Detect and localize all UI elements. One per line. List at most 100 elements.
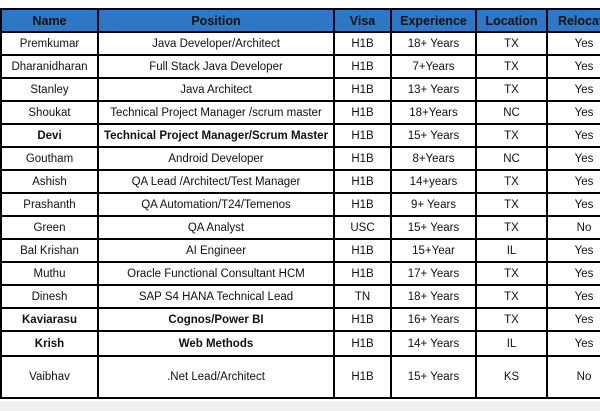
cell-position: QA Automation/T24/Temenos <box>97 192 335 217</box>
cell-visa: TN <box>333 284 392 309</box>
table-row: Shoukat Technical Project Manager /scrum… <box>0 100 600 125</box>
cell-position: Android Developer <box>97 146 335 171</box>
cell-position: .Net Lead/Architect <box>97 355 335 399</box>
cell-location: TX <box>475 215 548 240</box>
cell-relocate: No <box>546 355 600 399</box>
cell-position: Technical Project Manager/Scrum Master <box>97 123 335 148</box>
cell-experience: 14+years <box>390 169 477 194</box>
cell-position: Cognos/Power BI <box>97 307 335 332</box>
cell-name: Green <box>0 215 99 240</box>
cell-experience: 16+ Years <box>390 307 477 332</box>
cell-relocate: Yes <box>546 261 600 286</box>
cell-location: NC <box>475 146 548 171</box>
cell-relocate: Yes <box>546 146 600 171</box>
cell-relocate: Yes <box>546 54 600 79</box>
table-row: Krish Web Methods H1B 14+ Years IL Yes <box>0 330 600 357</box>
table-row: Devi Technical Project Manager/Scrum Mas… <box>0 123 600 148</box>
cell-experience: 15+ Years <box>390 355 477 399</box>
cell-position: SAP S4 HANA Technical Lead <box>97 284 335 309</box>
cell-visa: H1B <box>333 307 392 332</box>
cell-visa: H1B <box>333 146 392 171</box>
cell-location: NC <box>475 100 548 125</box>
cell-name: Prashanth <box>0 192 99 217</box>
cell-position: Java Developer/Architect <box>97 31 335 56</box>
candidates-table: Name Position Visa Experience Location R… <box>0 8 600 399</box>
table-row: Bal Krishan AI Engineer H1B 15+Year IL Y… <box>0 238 600 263</box>
cell-relocate: Yes <box>546 31 600 56</box>
cell-experience: 15+Year <box>390 238 477 263</box>
cell-experience: 18+Years <box>390 100 477 125</box>
cell-relocate: Yes <box>546 330 600 357</box>
cell-visa: H1B <box>333 330 392 357</box>
table-row: Goutham Android Developer H1B 8+Years NC… <box>0 146 600 171</box>
cell-name: Kaviarasu <box>0 307 99 332</box>
cell-location: IL <box>475 330 548 357</box>
cell-relocate: Yes <box>546 284 600 309</box>
cell-experience: 18+ Years <box>390 31 477 56</box>
cell-relocate: Yes <box>546 169 600 194</box>
cell-name: Shoukat <box>0 100 99 125</box>
table-row: Vaibhav .Net Lead/Architect H1B 15+ Year… <box>0 355 600 399</box>
cell-visa: H1B <box>333 261 392 286</box>
cell-location: TX <box>475 192 548 217</box>
table-row: Prashanth QA Automation/T24/Temenos H1B … <box>0 192 600 217</box>
cell-visa: USC <box>333 215 392 240</box>
cell-location: IL <box>475 238 548 263</box>
cell-experience: 14+ Years <box>390 330 477 357</box>
cell-experience: 18+ Years <box>390 284 477 309</box>
cell-position: Java Architect <box>97 77 335 102</box>
cell-visa: H1B <box>333 238 392 263</box>
column-header-visa: Visa <box>333 8 392 33</box>
cell-name: Vaibhav <box>0 355 99 399</box>
footer-strip <box>0 401 600 411</box>
column-header-position: Position <box>97 8 335 33</box>
cell-relocate: Yes <box>546 238 600 263</box>
cell-name: Devi <box>0 123 99 148</box>
cell-location: TX <box>475 54 548 79</box>
cell-visa: H1B <box>333 31 392 56</box>
cell-experience: 9+ Years <box>390 192 477 217</box>
table-row: Dinesh SAP S4 HANA Technical Lead TN 18+… <box>0 284 600 309</box>
table-row: Stanley Java Architect H1B 13+ Years TX … <box>0 77 600 102</box>
cell-experience: 8+Years <box>390 146 477 171</box>
cell-location: TX <box>475 31 548 56</box>
table-row: Ashish QA Lead /Architect/Test Manager H… <box>0 169 600 194</box>
cell-position: Technical Project Manager /scrum master <box>97 100 335 125</box>
column-header-name: Name <box>0 8 99 33</box>
cell-visa: H1B <box>333 169 392 194</box>
cell-name: Muthu <box>0 261 99 286</box>
cell-location: KS <box>475 355 548 399</box>
cell-position: QA Analyst <box>97 215 335 240</box>
table-row: Kaviarasu Cognos/Power BI H1B 16+ Years … <box>0 307 600 332</box>
table-row: Green QA Analyst USC 15+ Years TX No <box>0 215 600 240</box>
cell-location: TX <box>475 284 548 309</box>
cell-name: Stanley <box>0 77 99 102</box>
cell-position: QA Lead /Architect/Test Manager <box>97 169 335 194</box>
cell-relocate: Yes <box>546 123 600 148</box>
table-row: Muthu Oracle Functional Consultant HCM H… <box>0 261 600 286</box>
column-header-experience: Experience <box>390 8 477 33</box>
cell-name: Bal Krishan <box>0 238 99 263</box>
cell-position: AI Engineer <box>97 238 335 263</box>
cell-name: Krish <box>0 330 99 357</box>
cell-experience: 7+Years <box>390 54 477 79</box>
cell-position: Oracle Functional Consultant HCM <box>97 261 335 286</box>
cell-location: TX <box>475 307 548 332</box>
cell-position: Web Methods <box>97 330 335 357</box>
cell-location: TX <box>475 261 548 286</box>
cell-position: Full Stack Java Developer <box>97 54 335 79</box>
cell-experience: 13+ Years <box>390 77 477 102</box>
cell-name: Dharanidharan <box>0 54 99 79</box>
cell-name: Ashish <box>0 169 99 194</box>
table-row: Dharanidharan Full Stack Java Developer … <box>0 54 600 79</box>
cell-location: TX <box>475 123 548 148</box>
cell-name: Dinesh <box>0 284 99 309</box>
cell-visa: H1B <box>333 100 392 125</box>
cell-experience: 15+ Years <box>390 215 477 240</box>
cell-name: Goutham <box>0 146 99 171</box>
cell-visa: H1B <box>333 123 392 148</box>
column-header-location: Location <box>475 8 548 33</box>
cell-location: TX <box>475 169 548 194</box>
cell-visa: H1B <box>333 77 392 102</box>
column-header-relocate: Relocate <box>546 8 600 33</box>
